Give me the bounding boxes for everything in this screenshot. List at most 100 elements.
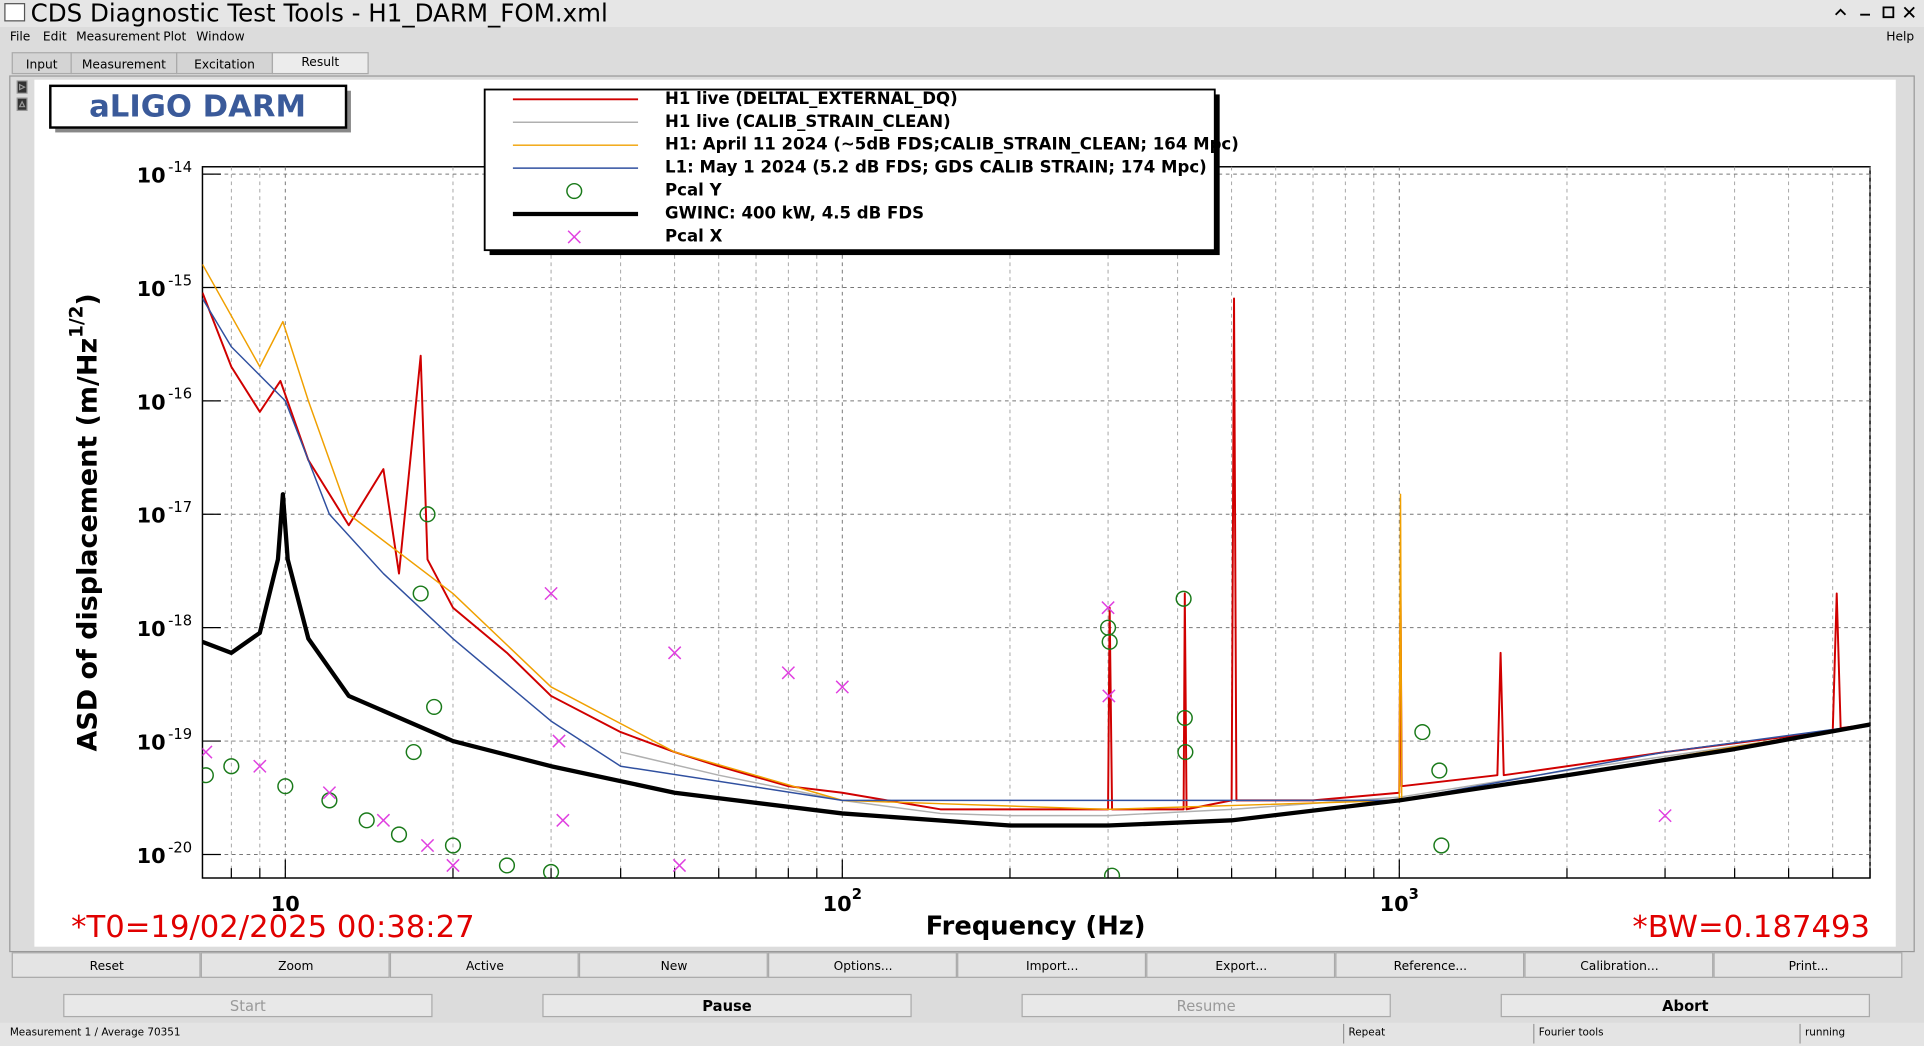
pcal-marker (672, 858, 687, 873)
menu-item[interactable]: Measurement (76, 29, 160, 43)
pcal-marker (552, 734, 566, 748)
bw-annotation: *BW=0.187493 (1632, 910, 1870, 945)
status-text: Repeat (1349, 1027, 1386, 1039)
button-label[interactable]: Calibration... (1580, 959, 1658, 973)
x-axis-label: Frequency (Hz) (926, 912, 1146, 942)
button-label[interactable]: Import... (1026, 959, 1078, 973)
y-tick-base: 10 (137, 731, 166, 755)
pcal-marker (781, 666, 795, 680)
pcal-marker (322, 786, 337, 800)
y-tick-base: 10 (137, 844, 166, 868)
window-title: CDS Diagnostic Test Tools - H1_DARM_FOM.… (31, 0, 608, 28)
button[interactable] (200, 952, 390, 978)
button[interactable] (1524, 952, 1714, 978)
action-label[interactable]: Pause (702, 998, 752, 1015)
menu-item[interactable]: Edit (43, 29, 67, 43)
pcal-marker (202, 767, 214, 784)
chart-box-title: aLIGO DARM (89, 89, 306, 124)
y-tick-sup: -14 (168, 159, 192, 176)
y-tick-label: 10 (137, 731, 166, 755)
pcal-marker (202, 745, 213, 759)
tab-label[interactable]: Input (26, 57, 58, 71)
action-button[interactable] (542, 993, 912, 1018)
tab[interactable] (271, 52, 369, 75)
y-tick-sup: -20 (168, 839, 192, 856)
button-label[interactable]: Reset (90, 959, 124, 973)
window-controls[interactable] (1835, 6, 1915, 19)
legend-swatch (567, 230, 581, 244)
status-text: Fourier tools (1539, 1027, 1604, 1039)
y-tick-label: 10 (137, 844, 166, 868)
button[interactable] (389, 952, 579, 978)
pcal-marker (1175, 590, 1192, 607)
x-tick-label: 103 (1380, 886, 1419, 916)
x-tick-label: 102 (823, 886, 862, 916)
legend-label: H1 live (CALIB_STRAIN_CLEAN) (665, 112, 951, 131)
button[interactable] (11, 952, 201, 978)
action-button (63, 993, 433, 1018)
side-arrows[interactable] (16, 80, 28, 111)
button-label[interactable]: Print... (1789, 959, 1829, 973)
button-label[interactable]: Active (466, 959, 504, 973)
menu-item[interactable]: Help (1886, 29, 1914, 43)
pcal-marker (1177, 743, 1194, 761)
legend-label: Pcal X (665, 226, 723, 245)
pcal-marker (544, 586, 558, 601)
menu-item[interactable]: File (10, 29, 31, 43)
y-tick-base: 10 (137, 164, 166, 188)
pcal-marker (277, 778, 294, 795)
y-axis-label-sup: 1/2 (66, 306, 87, 338)
pcal-marker (419, 506, 436, 523)
legend-swatch (566, 182, 583, 200)
menu-item[interactable]: Plot (163, 29, 186, 43)
status-text: Measurement 1 / Average 70351 (10, 1027, 181, 1039)
button[interactable] (768, 952, 957, 978)
chart-box (49, 84, 348, 129)
tab-label[interactable]: Excitation (194, 57, 255, 71)
pcal-marker (1431, 762, 1448, 779)
y-tick-base: 10 (137, 617, 166, 641)
tab-label[interactable]: Result (301, 55, 339, 69)
pcal-marker (444, 837, 462, 854)
x-tick-label-sup: 3 (1409, 886, 1419, 903)
menu-item[interactable]: Window (196, 29, 244, 43)
button-label[interactable]: Options... (834, 959, 893, 973)
pcal-marker (405, 743, 422, 761)
pcal-marker (376, 813, 391, 827)
button[interactable] (578, 952, 768, 978)
y-tick-base: 10 (137, 277, 166, 301)
pcal-marker (498, 857, 516, 874)
button-label[interactable]: Export... (1215, 959, 1267, 973)
series-line (620, 725, 1871, 817)
legend (483, 88, 1216, 252)
pcal-marker (426, 698, 443, 716)
y-axis-label-main: ASD of displacement (m/Hz (72, 338, 103, 752)
app-icon (4, 3, 26, 22)
button[interactable] (1146, 952, 1336, 978)
action-label: Resume (1177, 998, 1236, 1015)
button[interactable] (1713, 952, 1903, 978)
action-button[interactable] (1500, 993, 1871, 1018)
action-label[interactable]: Abort (1662, 998, 1708, 1015)
legend-label: L1: May 1 2024 (5.2 dB FDS; GDS CALIB ST… (665, 158, 1207, 177)
pcal-marker (1102, 689, 1116, 703)
status-bar (0, 1022, 1924, 1046)
y-tick-sup: -19 (168, 726, 192, 743)
pcal-marker (223, 758, 240, 775)
tab-label[interactable]: Measurement (82, 57, 166, 71)
button-label[interactable]: Zoom (278, 959, 313, 973)
y-tick-label: 10 (137, 617, 166, 641)
x-tick-label: 10 (271, 892, 300, 916)
action-label: Start (230, 998, 266, 1015)
button[interactable] (957, 952, 1147, 978)
pcal-marker (412, 585, 429, 602)
x-tick-label-base: 10 (1380, 892, 1409, 916)
button-label[interactable]: New (661, 959, 688, 973)
button[interactable] (1335, 952, 1525, 978)
button-label[interactable]: Reference... (1394, 959, 1467, 973)
y-tick-base: 10 (137, 504, 166, 528)
y-tick-label: 10 (137, 504, 166, 528)
pcal-marker (1433, 837, 1450, 854)
